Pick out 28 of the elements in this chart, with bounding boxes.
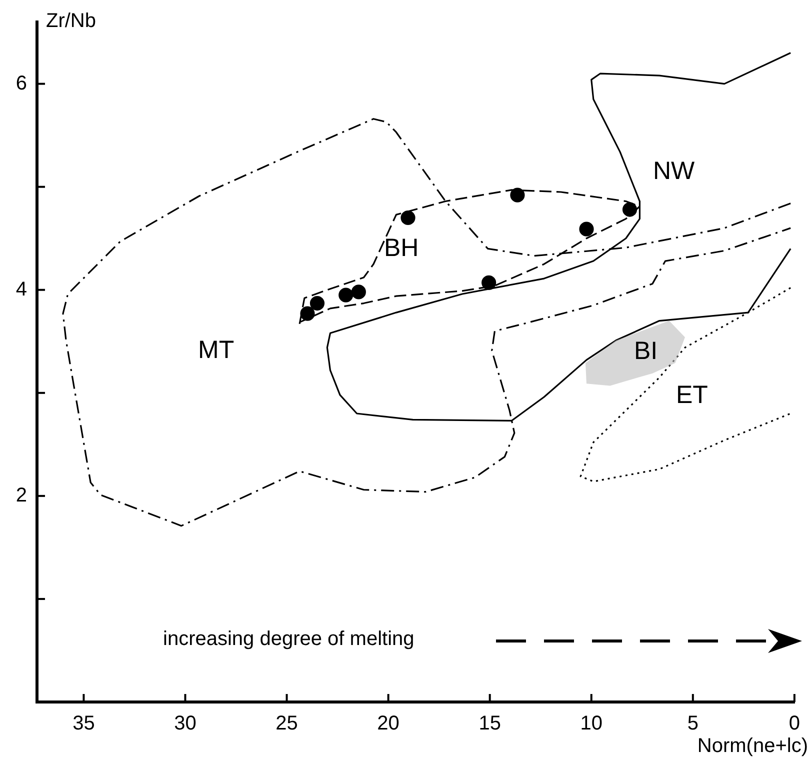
point bbox=[300, 306, 315, 321]
x-tick-label: 20 bbox=[377, 712, 400, 735]
point bbox=[579, 222, 594, 236]
annotation: BI bbox=[634, 337, 658, 366]
annotation: NW bbox=[653, 157, 695, 186]
y-tick-label: 4 bbox=[16, 278, 27, 300]
y-tick-label: 2 bbox=[16, 484, 27, 506]
point bbox=[482, 275, 496, 290]
x-tick-label: 0 bbox=[788, 712, 800, 735]
x-tick-label: 25 bbox=[276, 712, 298, 735]
point bbox=[310, 296, 325, 311]
x-tick-label: 35 bbox=[72, 712, 95, 735]
x-axis-title: Norm(ne+lc) bbox=[697, 735, 808, 758]
x-tick-label: 30 bbox=[174, 712, 196, 735]
annotation: increasing degree of melting bbox=[163, 628, 414, 651]
x-tick-label: 10 bbox=[580, 712, 602, 735]
y-tick-label: 6 bbox=[16, 72, 27, 94]
annotation: ET bbox=[676, 381, 708, 410]
annotation: BH bbox=[384, 234, 419, 263]
annotation: MT bbox=[198, 336, 234, 365]
point bbox=[622, 202, 638, 217]
point bbox=[338, 288, 354, 302]
point bbox=[510, 188, 525, 202]
y-axis-title: Zr/Nb bbox=[46, 10, 96, 33]
x-tick-label: 5 bbox=[687, 712, 698, 735]
point bbox=[400, 210, 416, 226]
point bbox=[351, 284, 366, 300]
x-tick-label: 15 bbox=[478, 712, 501, 735]
